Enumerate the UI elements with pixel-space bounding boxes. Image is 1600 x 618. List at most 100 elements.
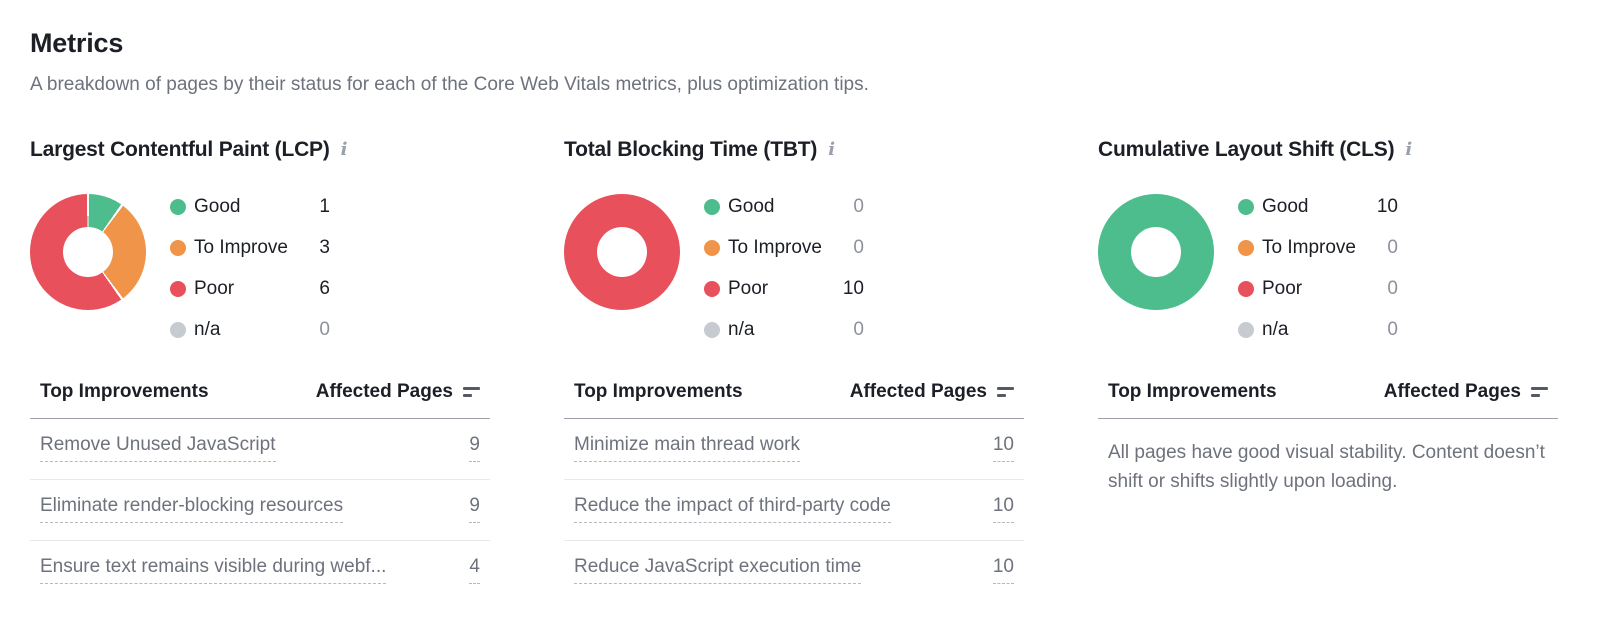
legend-item: n/a 0 bbox=[704, 309, 864, 350]
legend-label: To Improve bbox=[728, 236, 822, 258]
legend-label: Poor bbox=[194, 277, 235, 299]
legend-item: Good 1 bbox=[170, 186, 330, 227]
legend-value: 0 bbox=[1387, 277, 1398, 299]
column-header-top-improvements: Top Improvements bbox=[1108, 381, 1277, 402]
legend-item: To Improve 0 bbox=[704, 227, 864, 268]
metric-column-lcp: Largest Contentful Paint (LCP) i Good 1 … bbox=[30, 138, 490, 601]
chart-row: Good 0 To Improve 0 Poor 10 bbox=[564, 186, 1024, 350]
metric-title-lcp: Largest Contentful Paint (LCP) bbox=[30, 138, 330, 161]
affected-pages-sort-control[interactable]: Affected Pages bbox=[1384, 381, 1548, 403]
table-header: Top Improvements Affected Pages bbox=[564, 381, 1024, 419]
donut-chart-cls[interactable] bbox=[1098, 194, 1214, 310]
column-header-affected-pages: Affected Pages bbox=[315, 381, 453, 402]
sort-descending-icon[interactable] bbox=[997, 387, 1014, 397]
legend-dot-na-icon bbox=[704, 321, 720, 338]
legend-value: 0 bbox=[853, 236, 864, 258]
improvement-row: Reduce the impact of third-party code 10 bbox=[564, 479, 1024, 540]
info-icon[interactable]: i bbox=[340, 139, 348, 160]
metric-header: Largest Contentful Paint (LCP) i bbox=[30, 138, 490, 162]
legend-value: 0 bbox=[1387, 318, 1398, 340]
chart-row: Good 1 To Improve 3 Poor 6 bbox=[30, 186, 490, 350]
improvement-link[interactable]: Reduce the impact of third-party code bbox=[574, 495, 891, 523]
chart-row: Good 10 To Improve 0 Poor 0 bbox=[1098, 186, 1558, 350]
improvement-link[interactable]: Minimize main thread work bbox=[574, 434, 800, 462]
affected-pages-sort-control[interactable]: Affected Pages bbox=[316, 381, 480, 403]
legend-label: To Improve bbox=[194, 236, 288, 258]
table-header: Top Improvements Affected Pages bbox=[1098, 381, 1558, 419]
column-header-top-improvements: Top Improvements bbox=[40, 381, 209, 402]
cls-stability-note: All pages have good visual stability. Co… bbox=[1108, 442, 1545, 492]
legend-dot-to-improve-icon bbox=[170, 239, 186, 256]
legend-lcp: Good 1 To Improve 3 Poor 6 bbox=[170, 186, 330, 350]
affected-pages-count[interactable]: 4 bbox=[469, 556, 480, 584]
column-header-top-improvements: Top Improvements bbox=[574, 381, 743, 402]
table-header: Top Improvements Affected Pages bbox=[30, 381, 490, 419]
legend-label: n/a bbox=[194, 318, 221, 340]
affected-pages-count[interactable]: 10 bbox=[992, 434, 1014, 462]
legend-label: Good bbox=[728, 195, 775, 217]
improvement-row: Eliminate render-blocking resources 9 bbox=[30, 479, 490, 540]
metric-columns: Largest Contentful Paint (LCP) i Good 1 … bbox=[30, 138, 1600, 601]
improvement-row: Ensure text remains visible during webf.… bbox=[30, 540, 490, 601]
legend-value: 1 bbox=[319, 195, 330, 217]
legend-value: 10 bbox=[1376, 195, 1398, 217]
legend-item: n/a 0 bbox=[170, 309, 330, 350]
legend-label: Poor bbox=[728, 277, 769, 299]
metric-header: Cumulative Layout Shift (CLS) i bbox=[1098, 138, 1558, 162]
affected-pages-sort-control[interactable]: Affected Pages bbox=[850, 381, 1014, 403]
metric-column-cls: Cumulative Layout Shift (CLS) i Good 10 … bbox=[1098, 138, 1558, 601]
legend-value: 6 bbox=[319, 277, 330, 299]
info-icon[interactable]: i bbox=[828, 139, 836, 160]
affected-pages-count[interactable]: 10 bbox=[992, 495, 1014, 523]
donut-chart-tbt[interactable] bbox=[564, 194, 680, 310]
legend-value: 0 bbox=[853, 318, 864, 340]
legend-tbt: Good 0 To Improve 0 Poor 10 bbox=[704, 186, 864, 350]
legend-item: Poor 10 bbox=[704, 268, 864, 309]
column-header-affected-pages: Affected Pages bbox=[849, 381, 987, 402]
improvement-link[interactable]: Remove Unused JavaScript bbox=[40, 434, 276, 462]
legend-label: n/a bbox=[728, 318, 755, 340]
affected-pages-count[interactable]: 9 bbox=[469, 434, 480, 462]
improvement-link[interactable]: Eliminate render-blocking resources bbox=[40, 495, 344, 523]
page-title: Metrics bbox=[30, 28, 124, 58]
donut-chart-lcp[interactable] bbox=[30, 194, 146, 310]
legend-label: Poor bbox=[1262, 277, 1303, 299]
legend-dot-to-improve-icon bbox=[704, 239, 720, 256]
legend-dot-poor-icon bbox=[704, 280, 720, 297]
legend-value: 0 bbox=[1387, 236, 1398, 258]
legend-label: n/a bbox=[1262, 318, 1289, 340]
info-icon[interactable]: i bbox=[1405, 139, 1413, 160]
affected-pages-count[interactable]: 10 bbox=[992, 556, 1014, 584]
legend-item: To Improve 3 bbox=[170, 227, 330, 268]
legend-item: n/a 0 bbox=[1238, 309, 1398, 350]
improvement-row: Minimize main thread work 10 bbox=[564, 419, 1024, 479]
affected-pages-count[interactable]: 9 bbox=[469, 495, 480, 523]
improvement-link[interactable]: Reduce JavaScript execution time bbox=[574, 556, 862, 584]
improvements-table-lcp: Top Improvements Affected Pages Remove U… bbox=[30, 381, 490, 601]
improvement-row: Reduce JavaScript execution time 10 bbox=[564, 540, 1024, 601]
legend-item: To Improve 0 bbox=[1238, 227, 1398, 268]
legend-item: Good 10 bbox=[1238, 186, 1398, 227]
column-header-affected-pages: Affected Pages bbox=[1383, 381, 1521, 402]
metric-title-tbt: Total Blocking Time (TBT) bbox=[564, 138, 818, 161]
legend-value: 10 bbox=[842, 277, 864, 299]
legend-item: Good 0 bbox=[704, 186, 864, 227]
legend-dot-poor-icon bbox=[170, 280, 186, 297]
legend-item: Poor 0 bbox=[1238, 268, 1398, 309]
legend-value: 3 bbox=[319, 236, 330, 258]
metric-header: Total Blocking Time (TBT) i bbox=[564, 138, 1024, 162]
sort-descending-icon[interactable] bbox=[1531, 387, 1548, 397]
improvements-table-cls: Top Improvements Affected Pages All page… bbox=[1098, 381, 1558, 496]
legend-dot-good-icon bbox=[1238, 198, 1254, 215]
legend-label: Good bbox=[194, 195, 241, 217]
page-subtitle: A breakdown of pages by their status for… bbox=[30, 74, 869, 95]
improvement-row: Remove Unused JavaScript 9 bbox=[30, 419, 490, 479]
legend-dot-good-icon bbox=[704, 198, 720, 215]
improvement-link[interactable]: Ensure text remains visible during webf.… bbox=[40, 556, 387, 584]
legend-dot-poor-icon bbox=[1238, 280, 1254, 297]
legend-label: Good bbox=[1262, 195, 1309, 217]
sort-descending-icon[interactable] bbox=[463, 387, 480, 397]
metric-column-tbt: Total Blocking Time (TBT) i Good 0 To Im… bbox=[564, 138, 1024, 601]
metric-title-cls: Cumulative Layout Shift (CLS) bbox=[1098, 138, 1395, 161]
